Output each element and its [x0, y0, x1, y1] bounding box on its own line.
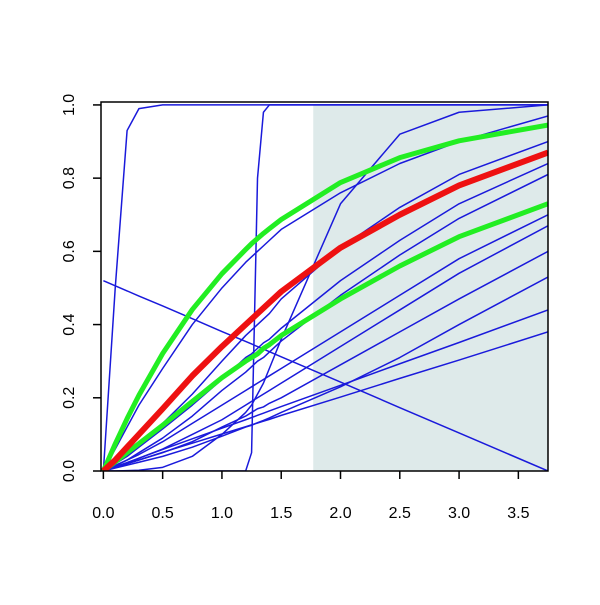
y-tick-label: 0.6 [61, 240, 78, 262]
y-tick-label: 0.8 [61, 167, 78, 189]
series-line [103, 214, 548, 471]
series-line [101, 149, 548, 471]
x-tick-label: 3.5 [507, 505, 529, 522]
y-tick-label: 0.4 [61, 313, 78, 335]
series-line [101, 201, 548, 471]
x-tick-label: 0.5 [152, 505, 174, 522]
series-line [103, 309, 548, 471]
y-tick-label: 0.0 [61, 460, 78, 482]
series-line [102, 115, 548, 471]
plot-area [101, 104, 548, 471]
y-tick-label: 1.0 [61, 94, 78, 116]
shaded-region [313, 104, 548, 471]
series-line [103, 173, 548, 471]
series-line [103, 104, 548, 471]
x-tick-label: 2.0 [329, 505, 351, 522]
series-line [103, 331, 548, 471]
y-tick-label: 0.2 [61, 387, 78, 409]
x-tick-label: 1.5 [270, 505, 292, 522]
x-tick-label: 2.5 [389, 505, 411, 522]
x-tick-label: 0.0 [92, 505, 114, 522]
x-tick-label: 1.0 [211, 505, 233, 522]
series-line [102, 162, 548, 471]
plot-frame [100, 101, 549, 472]
series-line [101, 122, 548, 471]
x-tick-label: 3.0 [448, 505, 470, 522]
